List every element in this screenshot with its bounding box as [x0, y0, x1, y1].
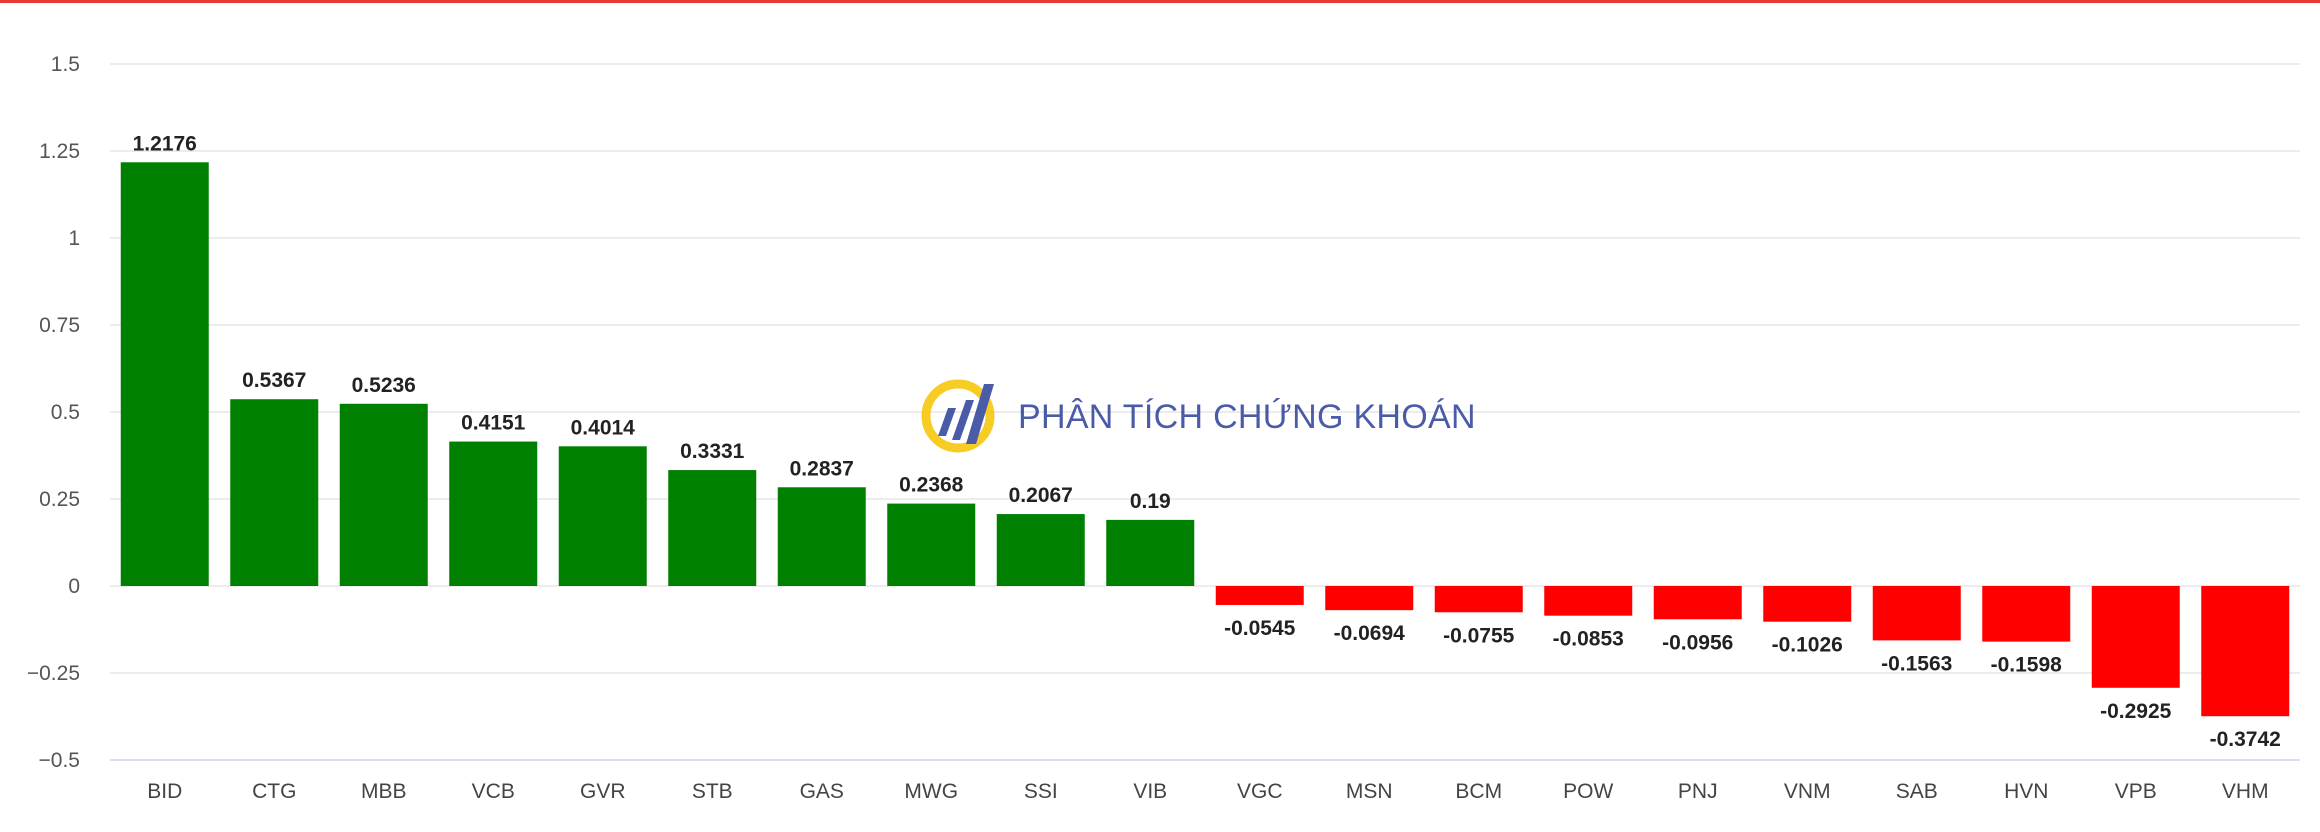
y-axis-ticks: 1.5 1.25 1 0.75 0.5 0.25 0 −0.25 −0.5	[27, 53, 80, 772]
x-tick-label: VPB	[2115, 780, 2157, 803]
data-label: -0.0694	[1334, 622, 1406, 645]
y-tick-label: 1	[68, 227, 80, 250]
bar-gvr	[558, 446, 647, 586]
data-label: -0.2925	[2100, 700, 2172, 723]
data-label: 0.2368	[899, 474, 964, 497]
bar-mbb	[339, 403, 428, 586]
bar-vcb	[449, 441, 538, 586]
x-tick-label: BCM	[1455, 780, 1502, 803]
x-tick-label: MBB	[361, 780, 407, 803]
top-border-line	[0, 0, 2320, 3]
data-label: 0.19	[1130, 490, 1171, 513]
x-tick-label: HVN	[2004, 780, 2048, 803]
data-label: 0.3331	[680, 440, 745, 463]
data-label: 0.5367	[242, 369, 306, 392]
x-tick-label: MSN	[1346, 780, 1393, 803]
data-label: -0.0545	[1224, 617, 1296, 640]
x-tick-label: POW	[1563, 780, 1613, 803]
bar-sab	[1872, 586, 1961, 641]
x-tick-label: GAS	[800, 780, 844, 803]
x-tick-label: SSI	[1024, 780, 1058, 803]
data-label: -0.0755	[1443, 624, 1515, 647]
watermark: PHÂN TÍCH CHỨNG KHOÁN	[918, 374, 1476, 460]
y-tick-label: 0.25	[39, 488, 80, 511]
bar-vib	[1106, 519, 1195, 586]
data-label: -0.0956	[1662, 631, 1733, 654]
x-tick-label: VIB	[1133, 780, 1167, 803]
data-label: -0.1563	[1881, 652, 1952, 675]
bar-vhm	[2201, 586, 2290, 717]
x-tick-label: STB	[692, 780, 733, 803]
bar-pnj	[1653, 586, 1742, 620]
y-tick-label: −0.5	[39, 749, 80, 772]
bar-vgc	[1215, 586, 1304, 605]
x-tick-label: VGC	[1237, 780, 1283, 803]
bar-pow	[1544, 586, 1633, 616]
x-tick-label: VCB	[472, 780, 515, 803]
x-tick-label: MWG	[904, 780, 958, 803]
y-tick-label: 1.5	[51, 53, 80, 76]
x-tick-label: VHM	[2222, 780, 2269, 803]
bar-vpb	[2091, 586, 2180, 688]
x-tick-label: SAB	[1896, 780, 1938, 803]
bar-bid	[120, 162, 209, 586]
data-label: 0.2837	[790, 457, 854, 480]
bar-gas	[777, 487, 866, 586]
data-label: 0.4151	[461, 412, 526, 435]
bars	[120, 162, 2290, 717]
data-label: 0.5236	[352, 374, 416, 397]
x-tick-label: CTG	[252, 780, 296, 803]
data-label: 0.2067	[1009, 484, 1073, 507]
data-label: -0.0853	[1553, 628, 1624, 651]
bar-ssi	[996, 514, 1085, 586]
data-label: 1.2176	[133, 132, 197, 155]
y-tick-label: 0.75	[39, 314, 80, 337]
y-tick-label: 0.5	[51, 401, 80, 424]
data-labels: 1.2176 0.5367 0.5236 0.4151 0.4014 0.3331 0.28…	[133, 132, 2281, 751]
bar-msn	[1325, 586, 1414, 611]
y-tick-label: 1.25	[39, 140, 80, 163]
x-tick-label: BID	[147, 780, 182, 803]
stock-analysis-logo-icon	[921, 379, 995, 453]
x-axis-ticks: BID CTG MBB VCB GVR STB GAS MWG SSI VIB VGC MSN BCM P…	[147, 780, 2268, 803]
data-label: -0.3742	[2210, 728, 2281, 751]
bar-hvn	[1982, 586, 2071, 642]
data-label: 0.4014	[571, 416, 636, 439]
x-tick-label: GVR	[580, 780, 626, 803]
bar-bcm	[1434, 586, 1523, 613]
x-tick-label: VNM	[1784, 780, 1831, 803]
bar-mwg	[887, 503, 976, 586]
bar-vnm	[1763, 586, 1852, 622]
x-tick-label: PNJ	[1678, 780, 1718, 803]
y-tick-label: −0.25	[27, 662, 80, 685]
data-label: -0.1026	[1772, 634, 1843, 657]
watermark-text: PHÂN TÍCH CHỨNG KHOÁN	[1018, 397, 1476, 436]
bar-stb	[668, 470, 757, 586]
data-label: -0.1598	[1991, 654, 2063, 677]
y-tick-label: 0	[68, 575, 80, 598]
bar-ctg	[230, 399, 319, 586]
